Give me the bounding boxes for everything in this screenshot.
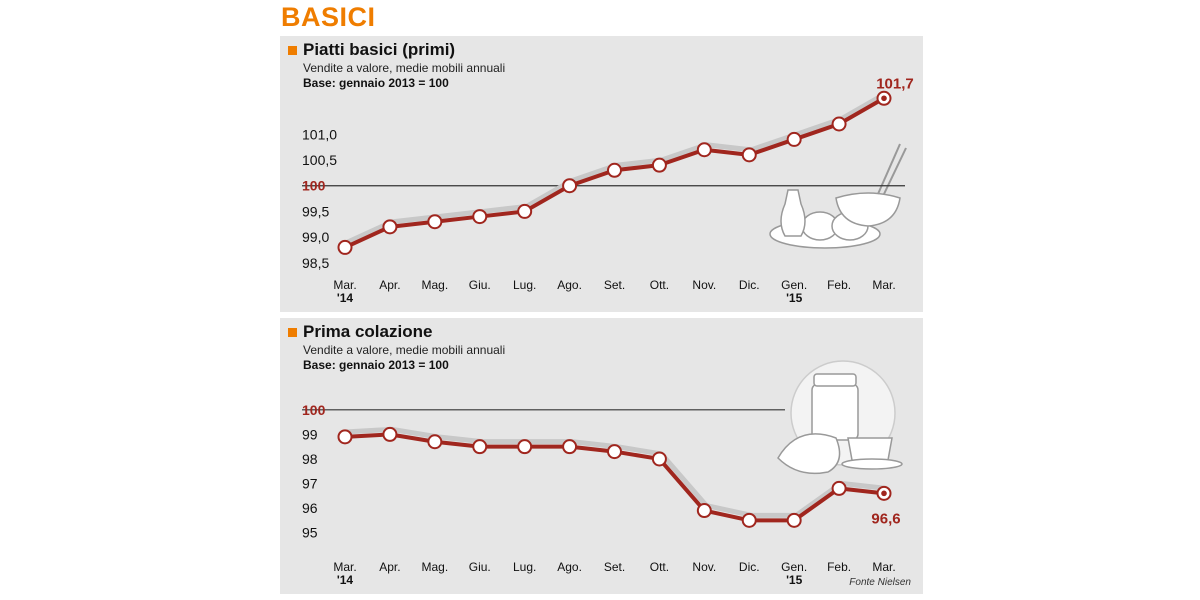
end-value-label: 96,6 — [871, 510, 900, 527]
saucer-shape — [841, 458, 903, 470]
data-point — [741, 512, 757, 528]
x-tick-label: Ott. — [650, 278, 669, 292]
data-point — [382, 219, 398, 235]
chart-header: Prima colazione Vendite a valore, medie … — [288, 322, 505, 372]
x-tick-label: Giu. — [469, 560, 491, 574]
x-tick-label: Nov. — [692, 560, 716, 574]
y-tick-label: 98 — [302, 451, 318, 467]
data-point — [427, 214, 443, 230]
y-tick-label: 99,0 — [302, 229, 329, 245]
chart-panel-colazione: 95 96 97 98 99 100 96,6 Mar. '14 Apr. Mag. Giu. Lug.… — [280, 318, 923, 594]
x-year-label: '15 — [786, 573, 803, 587]
jam-jar-shape — [811, 383, 859, 441]
x-tick-label: Ott. — [650, 560, 669, 574]
source-note: Fonte Nielsen — [849, 577, 911, 588]
breakfast-jam-croissant-coffee-icon — [777, 360, 903, 475]
x-tick-label: Lug. — [513, 560, 536, 574]
x-tick-label: Apr. — [379, 560, 400, 574]
y-tick-label: 95 — [302, 525, 318, 541]
x-tick-label: Mar. — [872, 278, 895, 292]
data-point — [472, 209, 488, 225]
croissant-shape — [777, 433, 841, 475]
x-tick-label: Feb. — [827, 278, 851, 292]
y-tick-label: 100 — [302, 178, 326, 194]
data-point — [831, 480, 847, 496]
x-year-label: '14 — [337, 291, 354, 305]
oil-bottle-shape — [780, 189, 806, 237]
data-point — [741, 147, 757, 163]
chart-subtitle: Vendite a valore, medie mobili annuali — [303, 343, 506, 357]
y-tick-label: 101,0 — [302, 126, 337, 142]
y-tick-label: 97 — [302, 476, 318, 492]
data-point — [696, 503, 712, 519]
data-point — [337, 239, 353, 255]
x-tick-label: Ago. — [557, 278, 582, 292]
data-point — [517, 439, 533, 455]
chart-panel-primi: 98,5 99,0 99,5 100 100,5 101,0 101,7 Mar. '14 Apr… — [280, 36, 923, 312]
x-tick-label: Feb. — [827, 560, 851, 574]
x-tick-label: Set. — [604, 560, 625, 574]
bowl-shape — [835, 192, 901, 227]
x-tick-label: Set. — [604, 278, 625, 292]
x-tick-label: Mar. — [872, 560, 895, 574]
x-tick-label: Mar. — [333, 278, 356, 292]
chart-title: Prima colazione — [303, 322, 433, 341]
y-tick-label: 96 — [302, 500, 318, 516]
data-point-center — [881, 490, 887, 497]
data-point — [472, 439, 488, 455]
data-point — [562, 439, 578, 455]
data-point — [562, 178, 578, 194]
x-tick-label: Mag. — [421, 278, 448, 292]
y-tick-label: 99 — [302, 426, 318, 442]
data-point — [427, 434, 443, 450]
chopstick-shape — [883, 147, 907, 195]
data-point — [696, 142, 712, 158]
y-tick-label: 98,5 — [302, 255, 329, 271]
y-tick-label: 99,5 — [302, 203, 329, 219]
data-point — [607, 444, 622, 460]
data-point-center — [881, 95, 887, 102]
x-year-label: '14 — [337, 573, 354, 587]
x-tick-label: Gen. — [781, 278, 807, 292]
x-tick-label: Mar. — [333, 560, 356, 574]
x-tick-label: Nov. — [692, 278, 716, 292]
data-point — [607, 162, 622, 178]
data-point — [651, 451, 667, 467]
end-value-label: 101,7 — [876, 75, 914, 92]
chart-title: Piatti basici (primi) — [303, 40, 456, 59]
orange-bullet-icon — [288, 327, 297, 337]
y-tick-label: 100 — [302, 402, 326, 418]
x-tick-label: Mag. — [421, 560, 448, 574]
data-point — [786, 512, 802, 528]
x-tick-label: Ago. — [557, 560, 582, 574]
pasta-oil-bowl-icon — [769, 143, 907, 249]
x-year-label: '15 — [786, 291, 803, 305]
chart-base-note: Base: gennaio 2013 = 100 — [303, 358, 449, 372]
data-point — [651, 157, 667, 173]
x-tick-label: Gen. — [781, 560, 807, 574]
section-title: BASICI — [281, 2, 376, 32]
chart-base-note: Base: gennaio 2013 = 100 — [303, 76, 449, 90]
data-point — [337, 429, 353, 445]
x-tick-label: Dic. — [739, 278, 760, 292]
x-tick-label: Apr. — [379, 278, 400, 292]
data-point — [517, 203, 533, 219]
data-point — [831, 116, 847, 132]
x-tick-label: Lug. — [513, 278, 536, 292]
x-tick-label: Giu. — [469, 278, 491, 292]
chart-subtitle: Vendite a valore, medie mobili annuali — [303, 61, 506, 75]
y-tick-label: 100,5 — [302, 152, 337, 168]
data-point — [382, 426, 398, 442]
chart-header: Piatti basici (primi) Vendite a valore, … — [288, 40, 505, 90]
orange-bullet-icon — [288, 45, 297, 55]
chart-primi: 98,599,099,5100100,5101,0101,7Mar.'14Apr… — [302, 75, 914, 305]
data-point — [786, 131, 802, 147]
jar-lid-shape — [813, 373, 857, 387]
x-tick-label: Dic. — [739, 560, 760, 574]
